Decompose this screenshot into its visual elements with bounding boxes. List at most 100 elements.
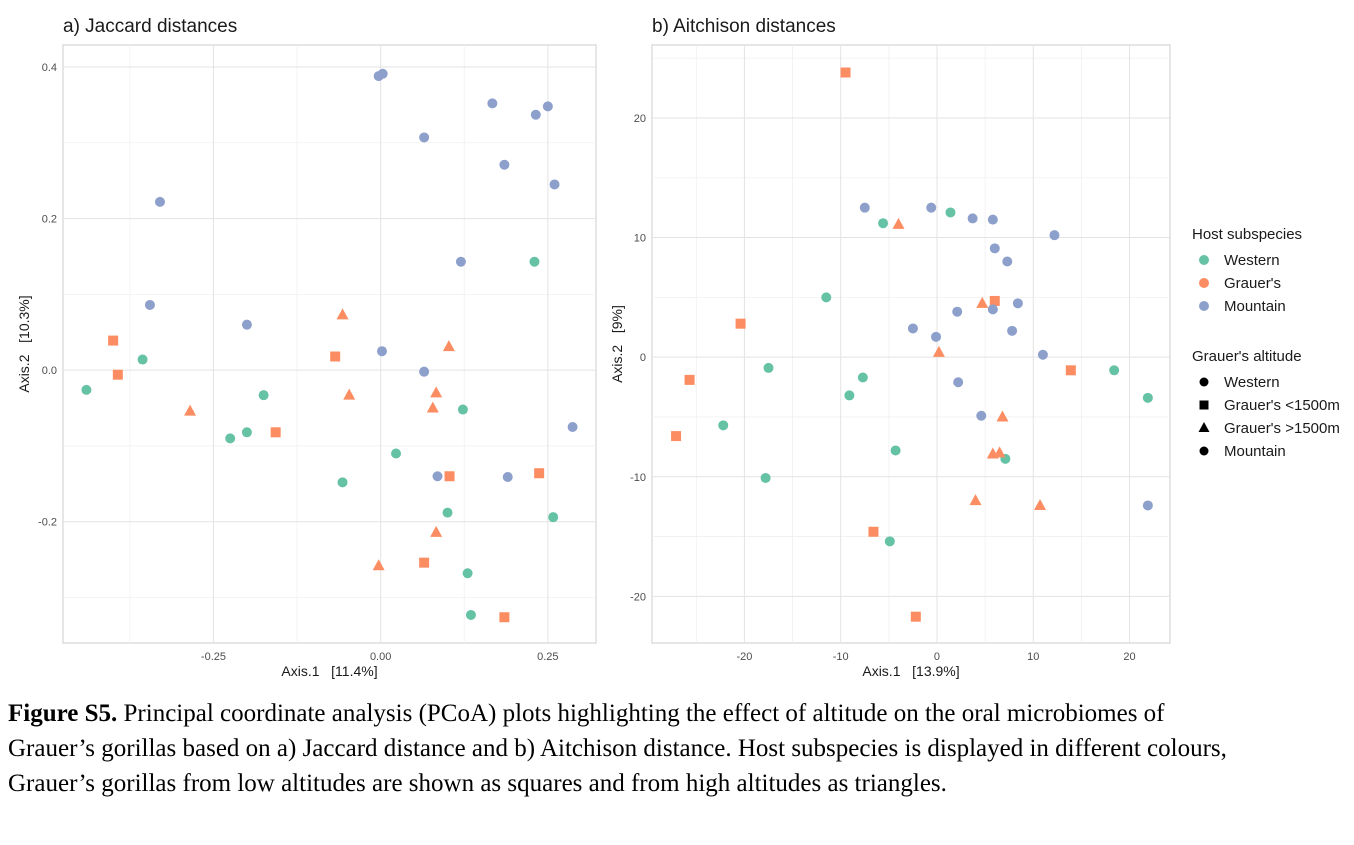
legend-altitude-label: Mountain	[1224, 443, 1286, 460]
data-point	[442, 340, 455, 352]
data-point	[549, 179, 560, 190]
data-point	[442, 507, 453, 518]
data-point	[499, 159, 510, 170]
data-point	[760, 472, 771, 483]
data-point	[444, 471, 455, 482]
plot-a-background	[62, 44, 597, 644]
x-tick-label: 0.00	[370, 651, 391, 663]
legend-altitude-key	[1198, 422, 1210, 432]
panel-aitchison: b) Aitchison distances -20 -10 0 10 20 -20 -10…	[609, 16, 1171, 679]
x-tick-label: -10	[833, 651, 849, 663]
legend-altitude-key	[1199, 446, 1209, 456]
data-point	[718, 420, 729, 431]
y-tick-label: 20	[634, 113, 646, 125]
data-point	[684, 374, 695, 385]
plot-a-points	[81, 68, 578, 623]
data-point	[430, 525, 443, 537]
caption-label: Figure S5.	[8, 700, 118, 727]
data-point	[419, 132, 430, 143]
data-point	[534, 468, 545, 479]
legend-altitude-title: Grauer's altitude	[1192, 348, 1302, 365]
data-point	[1037, 349, 1048, 360]
data-point	[1142, 392, 1153, 403]
data-point	[671, 431, 682, 442]
data-point	[502, 472, 513, 483]
y-tick-label: 0.2	[42, 214, 57, 226]
data-point	[989, 295, 1000, 306]
data-point	[989, 243, 1000, 254]
data-point	[840, 67, 851, 78]
data-point	[932, 345, 945, 357]
legend-altitude-items: Western Grauer's <1500m Grauer's >1500m Mou…	[1198, 374, 1340, 460]
plot-b-ticks: -20 -10 0 10 20 -20 -10 0 10 20	[630, 113, 1136, 663]
data-point	[892, 217, 905, 229]
legend-altitude-key	[1199, 400, 1209, 410]
data-point	[857, 372, 868, 383]
data-point	[137, 354, 148, 365]
legend: Host subspecies WesternGrauer'sMountain …	[1192, 226, 1340, 460]
data-point	[376, 346, 387, 357]
plot-a-grid	[63, 45, 596, 643]
data-point	[499, 612, 510, 623]
data-point	[1065, 365, 1076, 376]
data-point	[184, 404, 197, 416]
data-point	[735, 318, 746, 329]
x-tick-label: 20	[1123, 651, 1135, 663]
legend-host-label: Mountain	[1224, 298, 1286, 315]
data-point	[225, 433, 236, 444]
data-point	[1002, 256, 1013, 267]
plot-a-ylabel: Axis.2 [10.3%]	[16, 295, 32, 392]
plot-a-xlabel: Axis.1 [11.4%]	[281, 663, 377, 679]
data-point	[372, 559, 385, 571]
data-point	[430, 386, 443, 398]
data-point	[844, 390, 855, 401]
data-point	[967, 213, 978, 224]
data-point	[542, 101, 553, 112]
data-point	[976, 296, 989, 308]
legend-host-items: Western Grauer's Mountain	[1199, 252, 1286, 315]
data-point	[419, 557, 430, 568]
y-tick-label: -10	[630, 472, 646, 484]
x-tick-label: 10	[1027, 651, 1039, 663]
legend-altitude-label: Grauer's <1500m	[1224, 397, 1340, 414]
plot-b-points	[671, 67, 1153, 622]
plot-b-background	[651, 44, 1171, 644]
plot-a-ticks: -0.25 0.00 0.25 -0.2 0.0 0.2 0.4	[38, 62, 559, 663]
legend-host-key	[1199, 301, 1209, 311]
y-tick-label: -20	[630, 591, 646, 603]
data-point	[343, 388, 356, 400]
data-point	[154, 196, 165, 207]
data-point	[952, 306, 963, 317]
data-point	[336, 308, 349, 320]
legend-host-title: Host subspecies	[1192, 226, 1302, 243]
panel-a-title: a) Jaccard distances	[63, 16, 237, 37]
data-point	[953, 377, 964, 388]
panel-jaccard: a) Jaccard distances -0.25 0.00 0.25 -0.2 0.…	[16, 16, 597, 679]
figure-caption: Figure S5. Principal coordinate analysis…	[8, 696, 1228, 801]
data-point	[945, 207, 956, 218]
data-point	[487, 98, 498, 109]
panel-b-title: b) Aitchison distances	[652, 16, 836, 37]
data-point	[391, 448, 402, 459]
x-tick-label: 0.25	[537, 651, 558, 663]
data-point	[144, 299, 155, 310]
data-point	[112, 369, 123, 380]
caption-text: Principal coordinate analysis (PCoA) plo…	[8, 700, 1227, 797]
data-point	[821, 292, 832, 303]
data-point	[1034, 498, 1047, 510]
data-point	[993, 446, 1006, 458]
data-point	[330, 351, 341, 362]
data-point	[910, 611, 921, 622]
y-tick-label: 0.0	[42, 365, 57, 377]
data-point	[241, 427, 252, 438]
data-point	[457, 404, 468, 415]
legend-altitude-label: Western	[1224, 374, 1280, 391]
data-point	[996, 410, 1009, 422]
y-tick-label: -0.2	[38, 517, 57, 529]
legend-host-key	[1199, 255, 1209, 265]
data-point	[868, 526, 879, 537]
data-point	[1142, 500, 1153, 511]
data-point	[878, 218, 889, 229]
data-point	[884, 536, 895, 547]
data-point	[455, 256, 466, 267]
